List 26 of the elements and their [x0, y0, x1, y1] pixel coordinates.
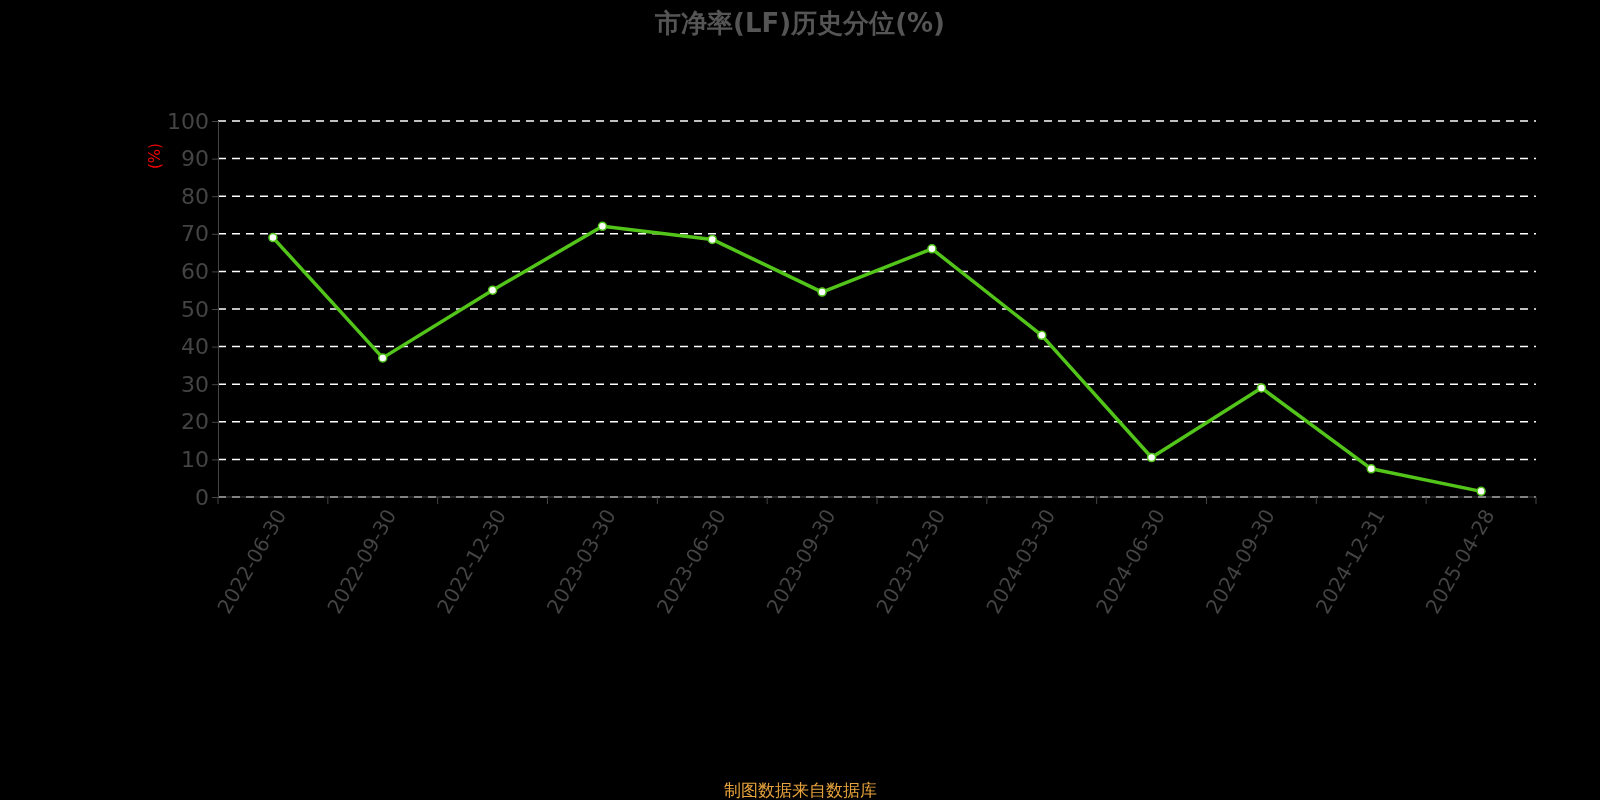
point [487, 285, 498, 295]
y-tick-label: 80 [181, 183, 209, 209]
y-tick-label: 90 [181, 146, 209, 172]
y-tick-label: 100 [167, 108, 209, 134]
y-axis-title: (%) [146, 143, 164, 169]
y-tick-label: 50 [181, 296, 209, 322]
point [1366, 464, 1376, 474]
y-tick-label: 60 [181, 258, 209, 284]
y-tick-label: 40 [181, 334, 209, 360]
point [597, 221, 608, 232]
point [1476, 486, 1486, 497]
point [927, 244, 937, 254]
point [707, 234, 717, 245]
point [1256, 383, 1267, 393]
point [1037, 330, 1047, 341]
y-tick-label: 30 [181, 371, 209, 397]
y-tick-label: 0 [195, 484, 209, 510]
point [378, 353, 388, 363]
y-tick-label: 20 [181, 409, 209, 435]
point [268, 232, 278, 243]
chart-title: 市净率(LF)历史分位(%) [654, 8, 945, 38]
point [1146, 452, 1157, 463]
y-tick-label: 70 [181, 221, 209, 247]
text: 制图数据来自数据库 [723, 780, 877, 800]
point [817, 287, 827, 297]
y-tick-label: 10 [181, 446, 209, 472]
